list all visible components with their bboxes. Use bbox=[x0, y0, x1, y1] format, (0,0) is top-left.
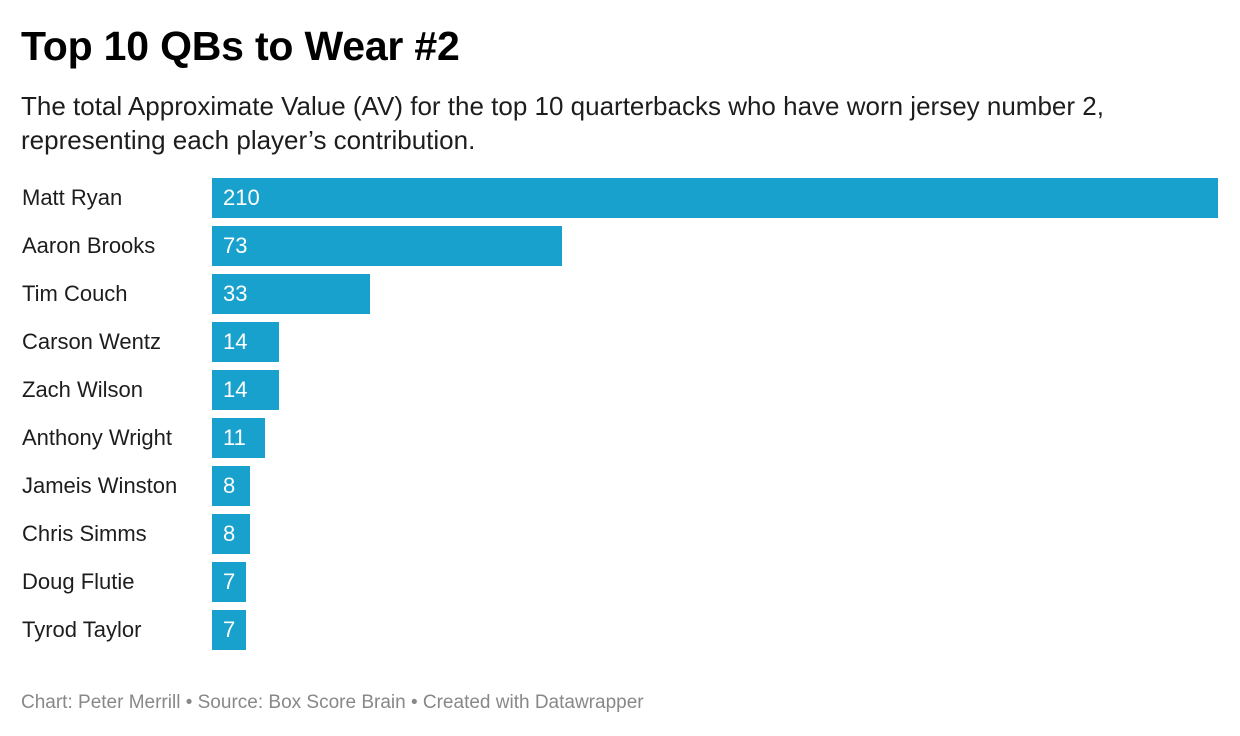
bar bbox=[212, 466, 251, 506]
category-label: Matt Ryan bbox=[22, 185, 123, 210]
category-label: Anthony Wright bbox=[22, 425, 173, 450]
category-label: Jameis Winston bbox=[22, 473, 178, 498]
bar bbox=[212, 418, 265, 458]
category-label: Tim Couch bbox=[22, 281, 128, 306]
category-label: Chris Simms bbox=[22, 521, 147, 546]
bar-value-label: 73 bbox=[223, 233, 248, 258]
bar bbox=[212, 562, 246, 602]
bar bbox=[212, 226, 562, 266]
chart-footer: Chart: Peter Merrill • Source: Box Score… bbox=[21, 692, 644, 713]
bar bbox=[212, 610, 246, 650]
bar bbox=[212, 274, 371, 314]
bar-value-label: 33 bbox=[223, 281, 248, 306]
bar bbox=[212, 322, 280, 362]
category-label: Doug Flutie bbox=[22, 569, 135, 594]
category-label: Aaron Brooks bbox=[22, 233, 156, 258]
chart-subtitle: The total Approximate Value (AV) for the… bbox=[21, 91, 1104, 155]
category-label: Zach Wilson bbox=[22, 377, 144, 402]
category-label: Tyrod Taylor bbox=[22, 617, 142, 642]
bar-value-label: 7 bbox=[223, 617, 236, 642]
bar-value-label: 14 bbox=[223, 329, 248, 354]
bar-value-label: 7 bbox=[223, 569, 236, 594]
category-label: Carson Wentz bbox=[22, 329, 161, 354]
bar-value-label: 11 bbox=[223, 425, 246, 450]
bar-value-label: 14 bbox=[223, 377, 248, 402]
bar-value-label: 8 bbox=[223, 521, 236, 546]
bar bbox=[212, 178, 1218, 218]
bar bbox=[212, 370, 280, 410]
bar bbox=[212, 514, 251, 554]
chart-title: Top 10 QBs to Wear #2 bbox=[21, 23, 460, 69]
bar-value-label: 210 bbox=[223, 185, 260, 210]
bar-value-label: 8 bbox=[223, 473, 236, 498]
